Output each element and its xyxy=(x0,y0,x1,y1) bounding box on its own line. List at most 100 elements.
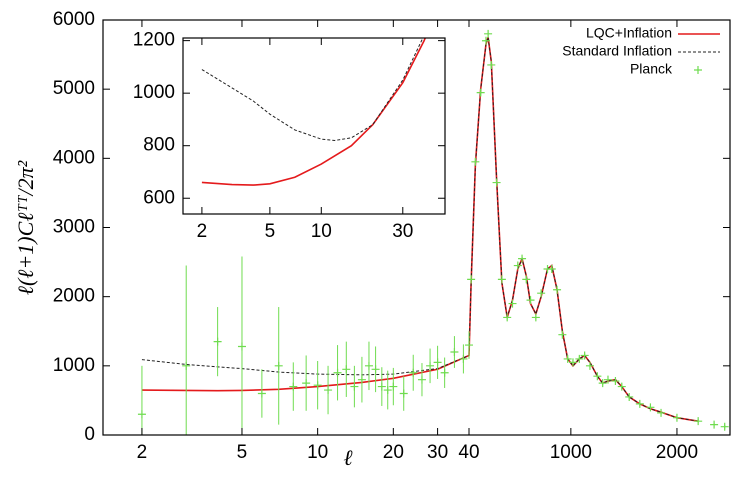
data-point xyxy=(257,389,266,398)
data-point xyxy=(537,289,546,298)
x-tick-label: 2 xyxy=(137,442,148,463)
data-point xyxy=(580,351,589,360)
data-point xyxy=(553,285,562,294)
data-point xyxy=(377,382,386,391)
x-tick-label: 2000 xyxy=(656,442,698,463)
x-tick-label: 30 xyxy=(392,221,413,242)
data-point xyxy=(274,361,283,370)
x-tick-label: 40 xyxy=(458,442,479,463)
data-point xyxy=(383,386,392,395)
data-point xyxy=(476,88,485,97)
data-point xyxy=(558,330,567,339)
data-point xyxy=(625,392,634,401)
data-point xyxy=(503,313,512,322)
data-point xyxy=(518,254,527,263)
y-tick-label: 6000 xyxy=(53,9,95,30)
data-point xyxy=(450,348,459,356)
x-tick-label: 20 xyxy=(383,442,404,463)
data-point xyxy=(694,417,703,426)
x-tick-label: 10 xyxy=(307,442,328,463)
data-point xyxy=(324,386,333,395)
data-point xyxy=(357,375,366,384)
data-point xyxy=(657,408,666,417)
data-point xyxy=(350,382,359,391)
y-tick-label: 1200 xyxy=(133,30,175,51)
data-point xyxy=(399,389,408,398)
data-point xyxy=(611,377,620,386)
data-point xyxy=(433,358,442,367)
data-point xyxy=(465,341,473,350)
data-point xyxy=(313,381,322,390)
data-line xyxy=(201,38,427,186)
data-point xyxy=(237,342,246,351)
data-point xyxy=(710,420,719,429)
data-point xyxy=(492,178,501,187)
data-line xyxy=(201,38,424,141)
data-point xyxy=(471,157,480,166)
data-point xyxy=(137,410,146,419)
y-tick-label: 0 xyxy=(84,424,95,445)
data-point xyxy=(342,365,351,374)
x-tick-label: 5 xyxy=(265,221,276,242)
y-tick-label: 4000 xyxy=(53,147,95,168)
plot-area xyxy=(137,29,729,435)
inset-background xyxy=(183,38,445,214)
data-point xyxy=(302,379,311,388)
data-point xyxy=(371,365,380,374)
data-point xyxy=(526,296,535,305)
data-point xyxy=(598,379,607,388)
plot-area xyxy=(201,38,427,186)
data-point xyxy=(720,422,729,431)
data-point xyxy=(497,275,506,284)
data-point xyxy=(635,399,644,408)
data-point xyxy=(617,382,626,391)
legend-marker xyxy=(694,66,702,74)
data-point xyxy=(409,368,418,377)
data-point xyxy=(672,413,681,422)
data-point xyxy=(487,60,496,69)
legend-label: Standard Inflation xyxy=(562,43,672,59)
data-point xyxy=(333,368,342,377)
y-tick-label: 1000 xyxy=(53,355,95,376)
y-tick-label: 3000 xyxy=(53,217,95,238)
y-tick-label: 1000 xyxy=(133,82,175,103)
data-point xyxy=(603,375,612,384)
y-tick-label: 5000 xyxy=(53,78,95,99)
data-point xyxy=(481,36,490,45)
legend-label: LQC+Inflation xyxy=(586,25,672,41)
data-point xyxy=(459,354,468,363)
data-point xyxy=(513,261,522,270)
x-tick-label: 10 xyxy=(311,221,332,242)
data-point xyxy=(182,361,191,370)
data-point xyxy=(575,354,584,363)
data-point xyxy=(467,275,476,284)
data-point xyxy=(440,368,449,377)
data-point xyxy=(484,29,493,38)
data-point xyxy=(585,361,594,370)
data-point xyxy=(289,382,298,391)
data-point xyxy=(547,265,556,273)
y-tick-label: 600 xyxy=(143,187,175,208)
x-tick-label: 2 xyxy=(197,221,208,242)
x-tick-label: 1000 xyxy=(550,442,592,463)
data-point xyxy=(522,275,531,284)
data-point xyxy=(646,403,655,412)
data-point xyxy=(417,375,426,384)
legend-label: Planck xyxy=(630,61,673,77)
y-tick-label: 2000 xyxy=(53,286,95,307)
x-tick-label: 5 xyxy=(237,442,248,463)
y-axis-label: ℓ(ℓ+1)Cℓᵀᵀ/2π² xyxy=(13,160,38,295)
x-tick-label: 30 xyxy=(427,442,448,463)
y-tick-label: 800 xyxy=(143,135,175,156)
x-axis-label: ℓ xyxy=(343,445,353,470)
data-point xyxy=(563,354,572,363)
data-line xyxy=(141,37,699,422)
plot-frame xyxy=(182,37,446,215)
data-point xyxy=(364,361,373,370)
data-point xyxy=(531,313,540,322)
data-point xyxy=(568,358,577,367)
data-point xyxy=(389,382,398,391)
data-point xyxy=(508,299,517,308)
data-point xyxy=(426,361,435,370)
